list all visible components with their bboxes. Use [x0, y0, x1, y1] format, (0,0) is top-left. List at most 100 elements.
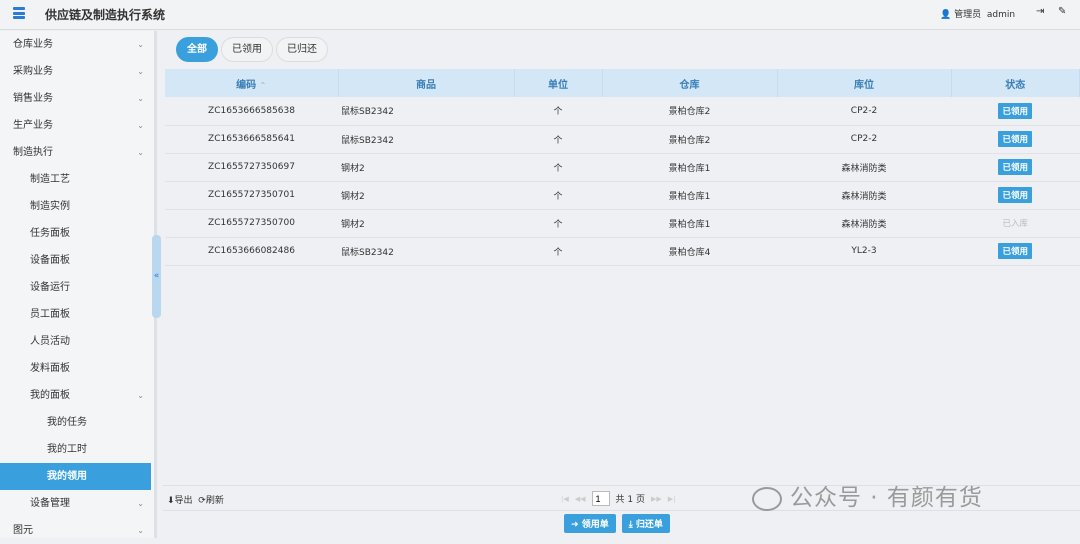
table-cell: 森林消防类 [777, 181, 951, 210]
borrow-form-button[interactable]: ➜ 领用单 [564, 514, 616, 533]
app-title: 供应链及制造执行系统 [45, 8, 166, 22]
tab-returned[interactable]: 已归还 [276, 37, 328, 62]
sidebar-item[interactable]: 发料面板 [0, 355, 154, 382]
sidebar-item[interactable]: 销售业务 ⌄ [0, 85, 154, 112]
table-cell: ZC1653666082486 [165, 237, 338, 266]
sidebar-item[interactable]: 任务面板 [0, 220, 154, 247]
table-cell: 景柏仓库1 [602, 181, 777, 210]
tab-all[interactable]: 全部 [176, 37, 218, 62]
sidebar-item-label: 我的领用 [47, 471, 87, 482]
last-page-icon[interactable]: ▶| [667, 494, 676, 503]
sidebar-item-label: 采购业务 [13, 66, 53, 77]
status-badge: 已领用 [998, 131, 1032, 147]
top-bar: 供应链及制造执行系统 👤 管理员 admin ⇥ ✎ [0, 0, 1080, 30]
chevron-down-icon: ⌄ [137, 391, 144, 400]
sidebar-item-label: 发料面板 [30, 363, 70, 374]
menu-icon[interactable] [13, 7, 25, 19]
chevron-down-icon: ⌄ [137, 148, 144, 157]
table-cell: ZC1653666585641 [165, 125, 338, 154]
page-input[interactable] [591, 491, 610, 506]
chevron-down-icon: ⌄ [137, 121, 144, 130]
sidebar-item-label: 制造工艺 [30, 174, 70, 185]
return-form-button[interactable]: ⤓ 归还单 [621, 514, 670, 533]
sidebar-item-label: 制造执行 [13, 147, 53, 158]
table-row[interactable]: ZC1655727350701 钢材2 个景柏仓库1 森林消防类 已领用 [165, 181, 1080, 210]
watermark: 公众号 · 有颜有货 [752, 478, 983, 512]
table-cell: 景柏仓库4 [602, 237, 777, 266]
chevron-down-icon: ⌄ [137, 67, 144, 76]
sidebar-item-label: 设备运行 [30, 282, 70, 293]
column-header[interactable]: 状态 [951, 69, 1080, 97]
table-cell: ZC1655727350701 [165, 181, 338, 210]
export-button[interactable]: ⬇导出 [167, 496, 193, 506]
table-cell: 个 [514, 125, 602, 154]
table-cell: 钢材2 [338, 181, 514, 210]
table-cell: 个 [514, 153, 602, 182]
table-cell: 森林消防类 [777, 209, 951, 238]
sidebar-item-label: 设备管理 [30, 498, 70, 509]
table-cell: 已领用 [951, 181, 1080, 210]
sidebar-item[interactable]: 制造工艺 [0, 166, 154, 193]
user-info[interactable]: 👤 管理员 admin [940, 10, 1016, 20]
brush-icon[interactable]: ✎ [1058, 6, 1067, 17]
sort-icon[interactable]: ⌃ [259, 80, 267, 90]
column-header[interactable]: 库位 [777, 69, 952, 97]
collapse-sidebar-handle[interactable]: « [152, 235, 161, 318]
sidebar-item-label: 图元 [13, 525, 33, 536]
borrow-table: 编码 ⌃ 商品 单位 仓库 库位 状态 ZC1653666585638 鼠标SB2342 个景… [165, 69, 1080, 266]
sidebar-item-label: 员工面板 [30, 309, 70, 320]
table-cell: 鼠标SB2342 [338, 237, 514, 266]
sidebar-item[interactable]: 制造执行 ⌄ [0, 139, 154, 166]
prev-page-icon[interactable]: ◀◀ [574, 494, 586, 503]
sidebar-item[interactable]: 我的任务 [0, 409, 154, 436]
table-row[interactable]: ZC1653666585638 鼠标SB2342 个景柏仓库2 CP2-2 已领用 [165, 97, 1080, 126]
sidebar-item[interactable]: 制造实例 [0, 193, 154, 220]
sidebar-item[interactable]: 图元 ⌄ [0, 517, 154, 544]
sidebar-item[interactable]: 我的工时 [0, 436, 154, 463]
wechat-logo-icon [752, 486, 782, 511]
refresh-button[interactable]: ⟳刷新 [198, 496, 224, 506]
column-header[interactable]: 编码 ⌃ [165, 69, 339, 97]
column-header[interactable]: 仓库 [602, 69, 778, 97]
table-row[interactable]: ZC1653666082486 鼠标SB2342 个景柏仓库4 YL2-3 已领用 [165, 237, 1080, 266]
table-cell: 钢材2 [338, 153, 514, 182]
table-cell: 个 [514, 181, 602, 210]
sidebar-item[interactable]: 设备面板 [0, 247, 154, 274]
table-cell: ZC1655727350697 [165, 153, 338, 182]
table-row[interactable]: ZC1653666585641 鼠标SB2342 个景柏仓库2 CP2-2 已领用 [165, 125, 1080, 154]
filter-tabs: 全部 已领用 已归还 [176, 37, 328, 62]
table-cell: 钢材2 [338, 209, 514, 238]
table-cell: 已领用 [951, 153, 1080, 182]
table-cell: 个 [514, 97, 602, 126]
tab-borrowed[interactable]: 已领用 [221, 37, 273, 62]
first-page-icon[interactable]: |◀ [561, 494, 569, 503]
logout-icon[interactable]: ⇥ [1036, 6, 1045, 17]
next-page-icon[interactable]: ▶▶ [650, 494, 662, 503]
table-cell: ZC1653666585638 [165, 97, 338, 126]
sidebar-item[interactable]: 设备管理 ⌄ [0, 490, 154, 517]
table-footer: ⬇导出 ⟳刷新 |◀ ◀◀ 共 1 页 ▶▶ ▶| [163, 485, 1080, 511]
sidebar-item[interactable]: 采购业务 ⌄ [0, 58, 154, 85]
table-cell: ZC1655727350700 [165, 209, 338, 238]
sidebar-item-label: 生产业务 [13, 120, 53, 131]
chevron-down-icon: ⌄ [137, 526, 144, 535]
table-row[interactable]: ZC1655727350700 钢材2 个景柏仓库1 森林消防类 已入库 [165, 209, 1080, 238]
column-header[interactable]: 单位 [514, 69, 603, 97]
main-content: 全部 已领用 已归还 编码 ⌃ 商品 单位 仓库 库位 状态 ZC165366658563… [163, 32, 1080, 538]
sidebar-item[interactable]: 生产业务 ⌄ [0, 112, 154, 139]
sidebar-item[interactable]: 我的领用 [0, 463, 151, 490]
column-header[interactable]: 商品 [338, 69, 515, 97]
table-cell: CP2-2 [777, 97, 951, 126]
sidebar-item-label: 设备面板 [30, 255, 70, 266]
table-row[interactable]: ZC1655727350697 钢材2 个景柏仓库1 森林消防类 已领用 [165, 153, 1080, 182]
sidebar-item-label: 销售业务 [13, 93, 53, 104]
sidebar-item[interactable]: 仓库业务 ⌄ [0, 31, 154, 58]
sidebar-item[interactable]: 人员活动 [0, 328, 154, 355]
sidebar-item[interactable]: 设备运行 [0, 274, 154, 301]
sidebar-item[interactable]: 员工面板 [0, 301, 154, 328]
table-cell: 已入库 [951, 209, 1080, 238]
table-cell: 景柏仓库1 [602, 209, 777, 238]
table-cell: YL2-3 [777, 237, 951, 266]
sidebar-item[interactable]: 我的面板 ⌄ [0, 382, 154, 409]
chevron-down-icon: ⌄ [137, 94, 144, 103]
